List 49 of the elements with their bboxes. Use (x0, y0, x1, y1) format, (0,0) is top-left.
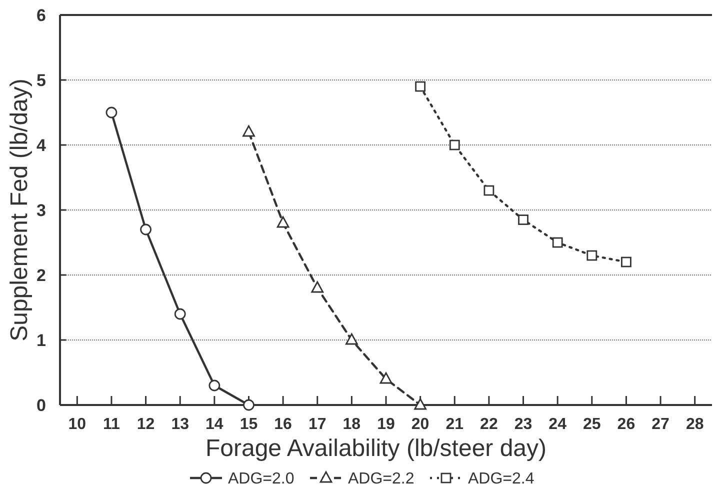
point (243, 399, 254, 411)
point (106, 106, 118, 118)
legend-label: ADG=2.0 (228, 470, 294, 488)
legend-label: ADG=2.2 (348, 470, 414, 488)
x-axis-title: Forage Availability (lb/steer day) (205, 435, 547, 462)
point (586, 250, 598, 261)
point (484, 185, 494, 196)
y-tick-label: 6 (36, 6, 46, 25)
x-tick-label: 11 (103, 416, 120, 433)
point (380, 372, 392, 384)
x-tick-label: 20 (411, 416, 430, 433)
x-tick-label: 10 (68, 416, 86, 433)
x-tick-label: 27 (652, 416, 670, 433)
x-tick-label: 26 (617, 416, 636, 433)
x-tick-label: 14 (206, 416, 224, 433)
y-axis-title: Supplement Fed (lb/day) (6, 78, 33, 342)
x-tick-label: 23 (514, 416, 532, 433)
y-tick-label: 1 (36, 330, 46, 350)
x-tick-label: 16 (274, 416, 292, 433)
point (518, 214, 528, 225)
point (414, 398, 427, 410)
x-tick-label: 19 (377, 416, 395, 433)
point (208, 380, 220, 392)
point (311, 281, 324, 293)
x-tick-label: 21 (446, 416, 464, 433)
x-tick-label: 17 (308, 416, 326, 433)
point (174, 308, 186, 320)
legend-label: ADG=2.4 (468, 470, 534, 488)
point (242, 125, 255, 137)
point (415, 81, 426, 92)
x-tick-label: 12 (136, 416, 155, 433)
x-tick-label: 18 (342, 416, 361, 433)
x-tick-label: 22 (480, 416, 498, 433)
x-tick-label: 28 (686, 416, 704, 433)
y-tick-label: 3 (36, 200, 46, 220)
x-tick-label: 25 (582, 416, 601, 433)
point (276, 216, 290, 228)
point (552, 237, 563, 248)
y-tick-label: 5 (36, 70, 46, 90)
point (140, 224, 152, 236)
point (621, 256, 632, 268)
y-tick-label: 4 (36, 136, 47, 155)
x-tick-label: 13 (171, 416, 190, 433)
x-tick-label: 15 (240, 416, 258, 433)
point (345, 333, 358, 345)
point (449, 140, 460, 150)
y-tick-label: 2 (36, 266, 46, 285)
y-tick-label: 0 (36, 396, 46, 415)
x-tick-label: 24 (548, 416, 567, 433)
